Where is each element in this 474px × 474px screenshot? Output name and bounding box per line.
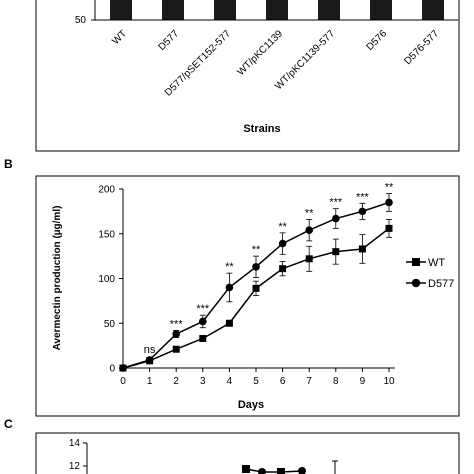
bar: [162, 0, 184, 20]
y-tick-label: 50: [104, 319, 116, 330]
panel-a-frame: [35, 0, 460, 152]
x-tick-label: 2: [173, 376, 179, 387]
panel-c-frame: [35, 432, 460, 474]
panel-c-series-fragment: [242, 460, 338, 474]
significance-label: ns: [144, 344, 156, 356]
bar: [214, 0, 236, 20]
significance-label: **: [278, 221, 287, 233]
data-point: [145, 356, 154, 364]
legend-wt-label: WT: [428, 257, 445, 269]
y-tick-label: 100: [98, 274, 115, 285]
x-tick-label: 5: [253, 376, 259, 387]
data-point: [385, 224, 393, 232]
data-point: [385, 198, 393, 207]
category-label: D576-577: [402, 28, 441, 67]
bar: [370, 0, 392, 20]
data-point: [305, 226, 314, 234]
significance-label: ***: [196, 303, 210, 315]
data-point: [305, 255, 313, 263]
data-point: [172, 345, 180, 353]
data-point: [172, 330, 180, 338]
legend-d577-marker: [411, 278, 421, 288]
panel-b-annotations: ns***************** *****: [144, 181, 394, 356]
significance-label: **: [385, 181, 394, 193]
panel-c-point: [242, 465, 250, 473]
panel-c-point: [298, 467, 306, 474]
data-point: [278, 239, 287, 248]
data-point: [332, 214, 340, 223]
bar: [266, 0, 288, 20]
data-point: [225, 283, 234, 292]
significance-label: ***: [329, 197, 343, 209]
panel-b-plot: [119, 193, 393, 372]
panel-a-bars: [110, 0, 444, 20]
x-tick-label: 4: [227, 376, 233, 387]
data-point: [252, 284, 260, 292]
data-point: [358, 245, 366, 253]
significance-label: **: [252, 244, 261, 256]
x-tick-label: 1: [147, 376, 153, 387]
category-label: WT: [110, 28, 129, 47]
legend-d577-label: D577: [428, 278, 454, 290]
panel-b-frame: [35, 175, 460, 417]
data-point: [279, 265, 287, 273]
panel-a-y-tick-label: 50: [75, 15, 87, 26]
x-tick-label: 9: [360, 376, 366, 387]
panel-c-y-tick-label: 14: [69, 438, 81, 449]
x-tick-label: 10: [383, 376, 395, 387]
panel-b-x-label: Days: [238, 399, 264, 411]
bar: [422, 0, 444, 20]
significance-label: **: [225, 261, 234, 273]
bar: [318, 0, 340, 20]
panel-b-letter: B: [4, 157, 13, 171]
data-point: [358, 207, 367, 216]
y-tick-label: 150: [98, 229, 115, 240]
panel-a-x-label: Strains: [243, 123, 280, 135]
x-tick-label: 3: [200, 376, 206, 387]
x-tick-label: 0: [120, 376, 126, 387]
data-point: [199, 317, 207, 326]
panel-c-letter: C: [4, 417, 13, 431]
significance-label: **: [305, 207, 314, 219]
significance-label: ***: [170, 318, 184, 330]
significance-label: ***: [356, 191, 370, 203]
y-tick-label: 200: [98, 185, 115, 196]
panel-b-y-label: Avermectin production (µg/ml): [52, 206, 63, 351]
data-point: [119, 364, 127, 372]
data-point: [332, 248, 340, 256]
legend-wt-marker: [412, 258, 420, 266]
data-point: [199, 334, 207, 342]
bar: [110, 0, 132, 20]
y-tick-label: 0: [109, 364, 115, 375]
panel-c-point: [277, 468, 285, 474]
panel-c-y-tick-label: 12: [69, 461, 81, 472]
panel-b-legend: WT D577: [406, 257, 454, 290]
category-label: D577: [156, 28, 181, 53]
x-tick-label: 6: [280, 376, 286, 387]
x-tick-label: 7: [306, 376, 312, 387]
data-point: [252, 263, 260, 271]
panel-c-series-line: [245, 468, 303, 473]
panel-c-point: [258, 468, 266, 474]
data-point: [225, 319, 233, 327]
category-label: WT/pKC1139: [235, 28, 285, 78]
category-label: D576: [364, 28, 389, 53]
x-tick-label: 8: [333, 376, 339, 387]
panel-c: 14 12: [35, 432, 460, 474]
